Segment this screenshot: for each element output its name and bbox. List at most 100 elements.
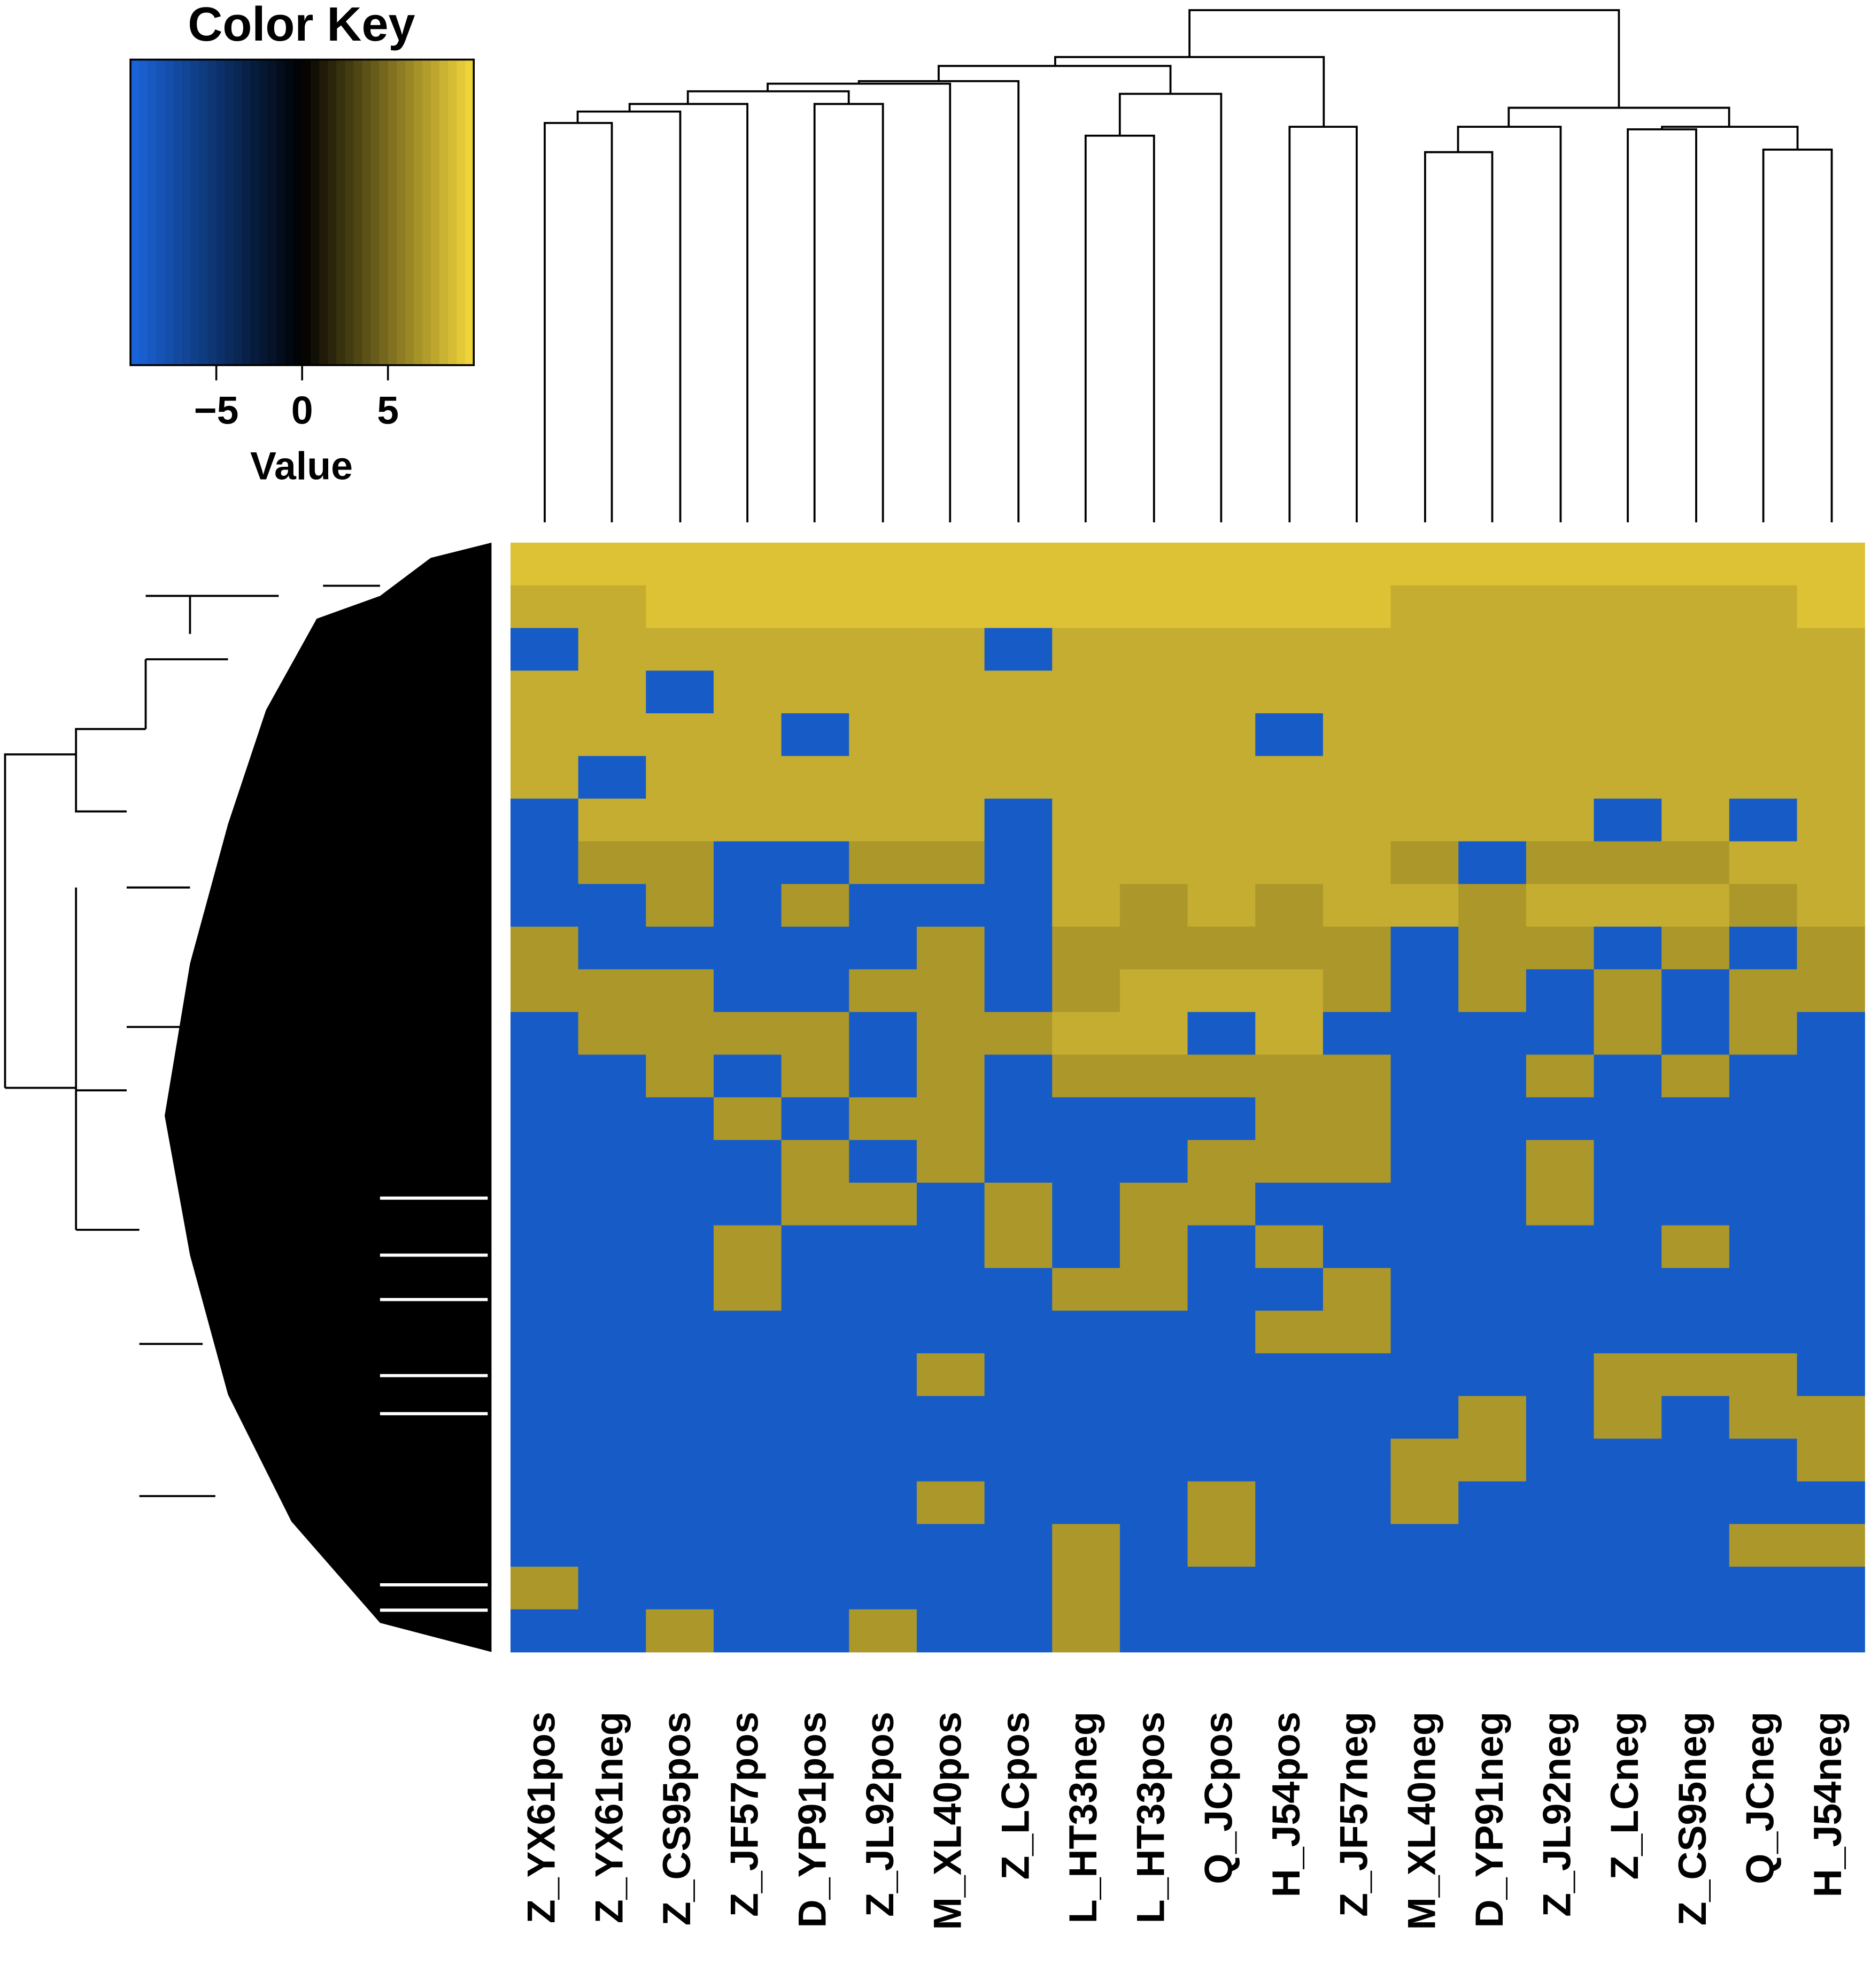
- heatmap-cell: [646, 1097, 714, 1141]
- heatmap-cell: [713, 1225, 782, 1269]
- heatmap-cell: [916, 1268, 985, 1311]
- column-label: Z_JF57pos: [722, 1712, 767, 1917]
- heatmap-cell: [1458, 542, 1527, 586]
- heatmap-cell: [849, 671, 917, 714]
- heatmap-cell: [916, 1054, 985, 1098]
- heatmap-cell: [1255, 585, 1324, 629]
- heatmap-cell: [510, 542, 579, 586]
- heatmap-cell: [646, 1353, 714, 1397]
- heatmap-cell: [781, 542, 849, 586]
- heatmap-cell: [849, 798, 917, 842]
- heatmap-cell: [1052, 1140, 1120, 1183]
- heatmap-cell: [510, 713, 579, 757]
- heatmap-cell: [1661, 927, 1730, 970]
- key-strip: [370, 59, 380, 365]
- heatmap-cell: [1390, 1225, 1459, 1269]
- heatmap-cell: [1458, 671, 1527, 714]
- heatmap-cell: [1797, 1140, 1865, 1183]
- heatmap-cell: [510, 585, 579, 629]
- heatmap-cell: [1526, 927, 1595, 970]
- heatmap-cell: [578, 841, 647, 884]
- heatmap-cell: [1729, 1438, 1798, 1482]
- heatmap-cell: [1187, 1311, 1256, 1354]
- key-strip: [448, 59, 458, 365]
- heatmap-cell: [1526, 1609, 1595, 1653]
- heatmap-cell: [578, 628, 647, 671]
- key-strip: [430, 59, 440, 365]
- heatmap-cell: [984, 1353, 1053, 1397]
- heatmap-cell: [578, 969, 647, 1013]
- heatmap-cell: [510, 1481, 579, 1524]
- heatmap-cell: [1052, 927, 1120, 970]
- heatmap-cell: [1797, 1268, 1865, 1311]
- heatmap-cell: [1458, 1054, 1527, 1098]
- heatmap-cell: [984, 585, 1053, 629]
- heatmap-cell: [1594, 1140, 1662, 1183]
- heatmap-cell: [1390, 1438, 1459, 1482]
- heatmap-cell: [1390, 1054, 1459, 1098]
- heatmap-cell: [1458, 969, 1527, 1013]
- heatmap-cell: [1323, 585, 1391, 629]
- key-strip: [139, 59, 149, 365]
- heatmap-cell: [1187, 1012, 1256, 1055]
- heatmap-cell: [1119, 713, 1188, 757]
- heatmap-cell: [849, 585, 917, 629]
- column-dendrogram: [544, 9, 1833, 522]
- heatmap-cell: [1729, 1182, 1798, 1226]
- heatmap-cell: [1729, 713, 1798, 757]
- heatmap-cell: [1390, 1097, 1459, 1141]
- heatmap-cell: [1390, 1311, 1459, 1354]
- heatmap-cell: [984, 1012, 1053, 1055]
- heatmap-cell: [1323, 1396, 1391, 1439]
- heatmap-cell: [646, 1438, 714, 1482]
- heatmap-cell: [781, 927, 849, 970]
- heatmap-cell: [578, 1225, 647, 1269]
- heatmap-cell: [1187, 969, 1256, 1013]
- heatmap-cell: [916, 1012, 985, 1055]
- heatmap-cell: [1458, 756, 1527, 799]
- heatmap-cell: [1052, 628, 1120, 671]
- heatmap-cell: [849, 1097, 917, 1141]
- key-strip: [199, 59, 208, 365]
- column-label: H_J54pos: [1264, 1712, 1308, 1897]
- key-strip: [353, 59, 363, 365]
- heatmap-cell: [1187, 1438, 1256, 1482]
- heatmap-cell: [713, 1311, 782, 1354]
- heatmap-cell: [646, 1567, 714, 1610]
- heatmap-cell: [1594, 1097, 1662, 1141]
- heatmap-cell: [1187, 1481, 1256, 1524]
- heatmap-cell: [1594, 1225, 1662, 1269]
- heatmap-cell: [1526, 1396, 1595, 1439]
- heatmap-cell: [510, 1396, 579, 1439]
- heatmap-cell: [713, 1140, 782, 1183]
- heatmap-cell: [916, 1225, 985, 1269]
- heatmap-cell: [646, 1311, 714, 1354]
- heatmap-cell: [1052, 1396, 1120, 1439]
- key-title: Color Key: [188, 0, 415, 51]
- heatmap-cell: [1594, 969, 1662, 1013]
- heatmap-cell: [1255, 927, 1324, 970]
- heatmap-cell: [713, 1481, 782, 1524]
- heatmap-cell: [578, 1140, 647, 1183]
- heatmap-cell: [1187, 798, 1256, 842]
- heatmap-cell: [1390, 756, 1459, 799]
- heatmap-cell: [646, 1268, 714, 1311]
- heatmap-cell: [1729, 927, 1798, 970]
- heatmap-cell: [984, 1438, 1053, 1482]
- column-label: M_XL40pos: [925, 1712, 970, 1930]
- column-label: Z_YX61neg: [586, 1712, 631, 1923]
- heatmap-cell: [1797, 1182, 1865, 1226]
- heatmap-cell: [1729, 1012, 1798, 1055]
- heatmap-cell: [1458, 1481, 1527, 1524]
- heatmap-cell: [510, 1438, 579, 1482]
- heatmap-cell: [1119, 1524, 1188, 1567]
- heatmap-cell: [1526, 671, 1595, 714]
- heatmap-cell: [510, 1225, 579, 1269]
- heatmap-cell: [646, 969, 714, 1013]
- key-strip: [388, 59, 397, 365]
- heatmap-cell: [1594, 542, 1662, 586]
- heatmap-cell: [1187, 585, 1256, 629]
- heatmap-cell: [510, 756, 579, 799]
- heatmap-cell: [984, 1054, 1053, 1098]
- key-strip: [396, 59, 406, 365]
